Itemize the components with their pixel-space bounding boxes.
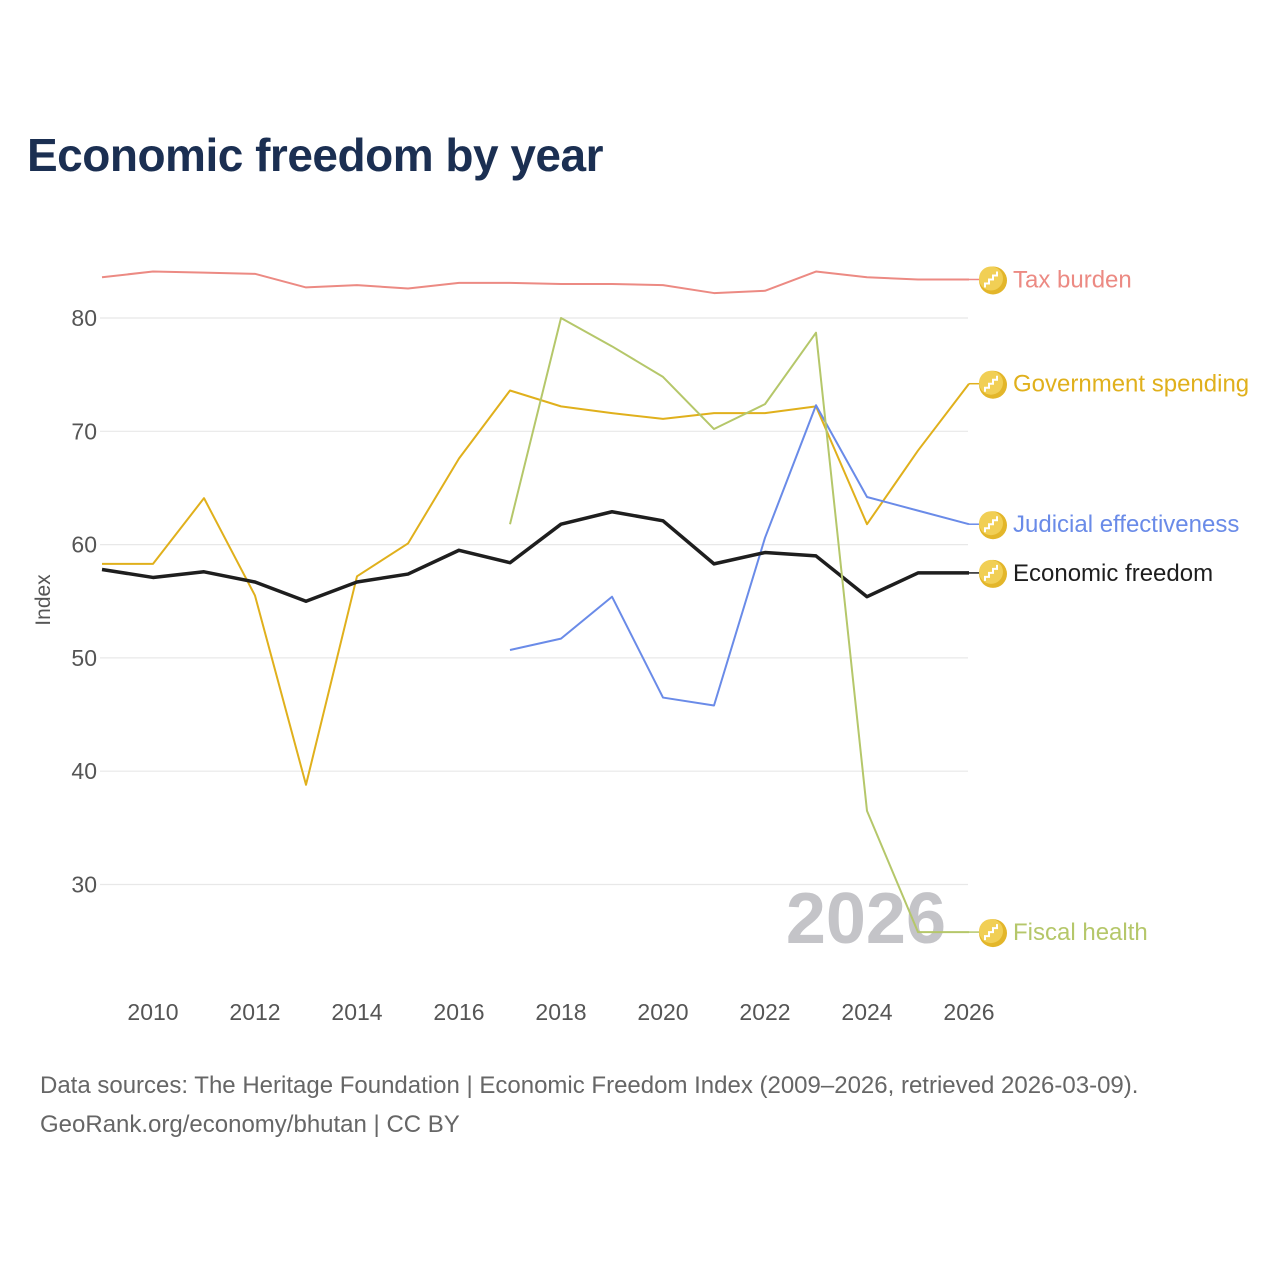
stairs-glyph — [984, 516, 998, 533]
series-label: Economic freedom — [1013, 560, 1213, 587]
y-tick-label: 70 — [71, 418, 97, 444]
stairs-coin-icon — [979, 266, 1007, 295]
year-watermark: 2026 — [786, 879, 946, 959]
y-axis-label: Index — [32, 574, 55, 626]
x-tick-label: 2024 — [841, 999, 892, 1025]
y-tick-label: 40 — [71, 758, 97, 784]
x-tick-label: 2026 — [943, 999, 994, 1025]
footer: Data sources: The Heritage Foundation | … — [40, 1066, 1138, 1144]
y-tick-label: 60 — [71, 532, 97, 558]
x-tick-label: 2020 — [637, 999, 688, 1025]
series-line-economic-freedom — [101, 509, 969, 603]
x-tick-label: 2018 — [535, 999, 586, 1025]
stairs-coin-icon — [979, 511, 1007, 540]
x-tick-label: 2010 — [127, 999, 178, 1025]
series-label: Fiscal health — [1013, 919, 1148, 946]
series-line-tax-burden — [101, 270, 969, 295]
source-link[interactable]: GeoRank.org/economy/bhutan | CC BY — [40, 1111, 460, 1138]
stairs-coin-icon — [979, 370, 1007, 399]
chart-title: Economic freedom by year — [27, 129, 603, 181]
stairs-glyph — [984, 564, 998, 581]
stairs-coin-icon — [979, 919, 1007, 948]
x-tick-label: 2016 — [433, 999, 484, 1025]
stairs-coin-icon — [979, 559, 1007, 588]
x-tick-label: 2012 — [229, 999, 280, 1025]
x-tick-label: 2022 — [739, 999, 790, 1025]
x-tick-label: 2014 — [331, 999, 382, 1025]
stairs-glyph — [984, 271, 998, 288]
series-label: Judicial effectiveness — [1013, 511, 1239, 538]
series-line-fiscal-health — [509, 317, 969, 934]
y-tick-label: 50 — [71, 645, 97, 671]
stairs-glyph — [984, 375, 998, 392]
series-label: Tax burden — [1013, 266, 1132, 293]
y-tick-label: 80 — [71, 305, 97, 331]
series-line-government-spending — [102, 383, 970, 786]
series-line-judicial-effectiveness — [509, 404, 970, 707]
data-source: Data sources: The Heritage Foundation | … — [40, 1072, 1139, 1099]
series-label: Government spending — [1013, 371, 1249, 398]
stairs-glyph — [984, 924, 998, 941]
y-tick-label: 30 — [71, 872, 97, 898]
